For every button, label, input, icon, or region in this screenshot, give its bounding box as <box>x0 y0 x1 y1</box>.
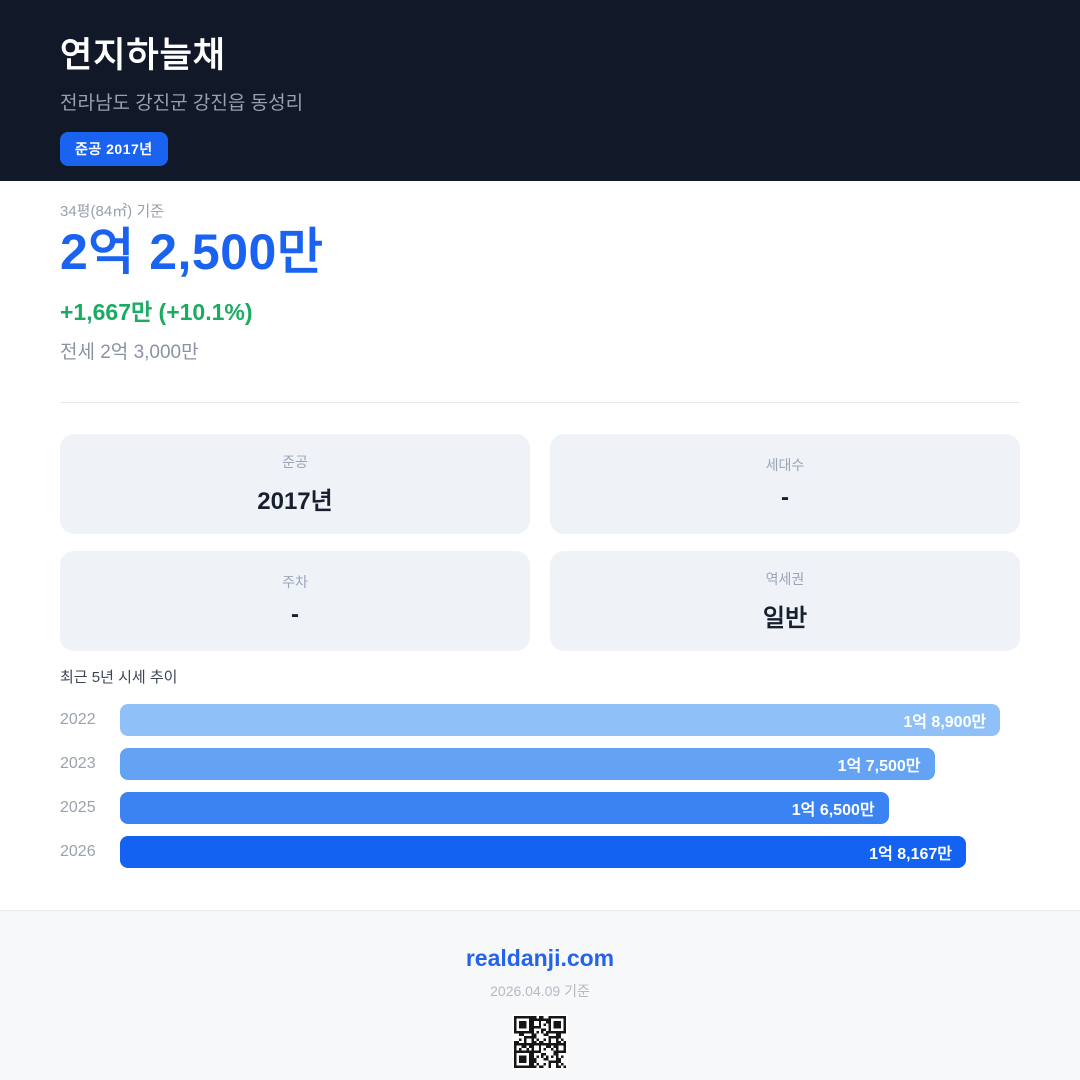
info-card-grid: 준공 2017년 세대수 - 주차 - 역세권 일반 <box>60 433 1020 651</box>
bar-track: 1억 8,167만 <box>120 835 1020 868</box>
price-bar: 1억 8,900만 <box>120 703 1001 736</box>
card-label: 세대수 <box>765 457 805 473</box>
current-price: 2억 2,500만 <box>60 224 324 280</box>
card-label: 역세권 <box>765 570 805 587</box>
chart-row: 2022 1억 8,900만 <box>60 703 1020 736</box>
year-tick-label: 2022 <box>60 710 96 728</box>
qr-code <box>512 1014 568 1070</box>
year-tick-label: 2025 <box>60 798 96 816</box>
year-tick-label: 2023 <box>60 754 96 772</box>
chart-title: 최근 5년 시세 추이 <box>60 668 178 686</box>
data-date-note: 2026.04.09 기준 <box>490 983 590 999</box>
chart-row: 2026 1억 8,167만 <box>60 835 1020 868</box>
card-label: 준공 <box>282 453 308 470</box>
section-divider <box>60 401 1020 403</box>
apartment-title: 연지하늘채 <box>60 36 227 75</box>
price-bar: 1억 6,500만 <box>120 791 889 824</box>
chart-row: 2025 1억 6,500만 <box>60 791 1020 824</box>
price-trend-chart: 최근 5년 시세 추이 2022 1억 8,900만 2023 1억 7,500… <box>60 666 1020 868</box>
area-basis-label: 34평(84㎡) 기준 <box>60 203 164 220</box>
card-value: - <box>781 484 789 511</box>
info-card-station-area: 역세권 일반 <box>550 550 1020 651</box>
completion-year-badge: 준공 2017년 <box>60 131 168 166</box>
price-change: +1,667만 (+10.1%) <box>60 298 253 325</box>
site-link[interactable]: realdanji.com <box>465 945 615 971</box>
footer: realdanji.com 2026.04.09 기준 <box>0 910 1080 1080</box>
info-card-parking: 주차 - <box>60 550 530 651</box>
price-bar: 1억 7,500만 <box>120 747 935 780</box>
bar-track: 1억 6,500만 <box>120 791 1020 824</box>
card-value: 일반 <box>762 604 808 632</box>
bar-track: 1억 7,500만 <box>120 747 1020 780</box>
info-card-households: 세대수 - <box>550 433 1020 534</box>
info-card-completion: 준공 2017년 <box>60 433 530 534</box>
jeonse-price: 전세 2억 3,000만 <box>60 341 199 363</box>
header: 연지하늘채 전라남도 강진군 강진읍 동성리 준공 2017년 <box>0 0 1080 181</box>
price-section: 34평(84㎡) 기준 2억 2,500만 +1,667만 (+10.1%) 전… <box>0 181 1080 364</box>
bar-track: 1억 8,900만 <box>120 703 1020 736</box>
card-label: 주차 <box>282 574 308 590</box>
chart-row: 2023 1억 7,500만 <box>60 747 1020 780</box>
apartment-address: 전라남도 강진군 강진읍 동성리 <box>60 92 304 114</box>
chart-rows: 2022 1억 8,900만 2023 1억 7,500만 2025 1억 6,… <box>60 703 1020 868</box>
year-tick-label: 2026 <box>60 842 96 860</box>
card-value: 2017년 <box>257 487 333 515</box>
price-bar: 1억 8,167만 <box>120 835 966 868</box>
card-value: - <box>291 601 299 628</box>
